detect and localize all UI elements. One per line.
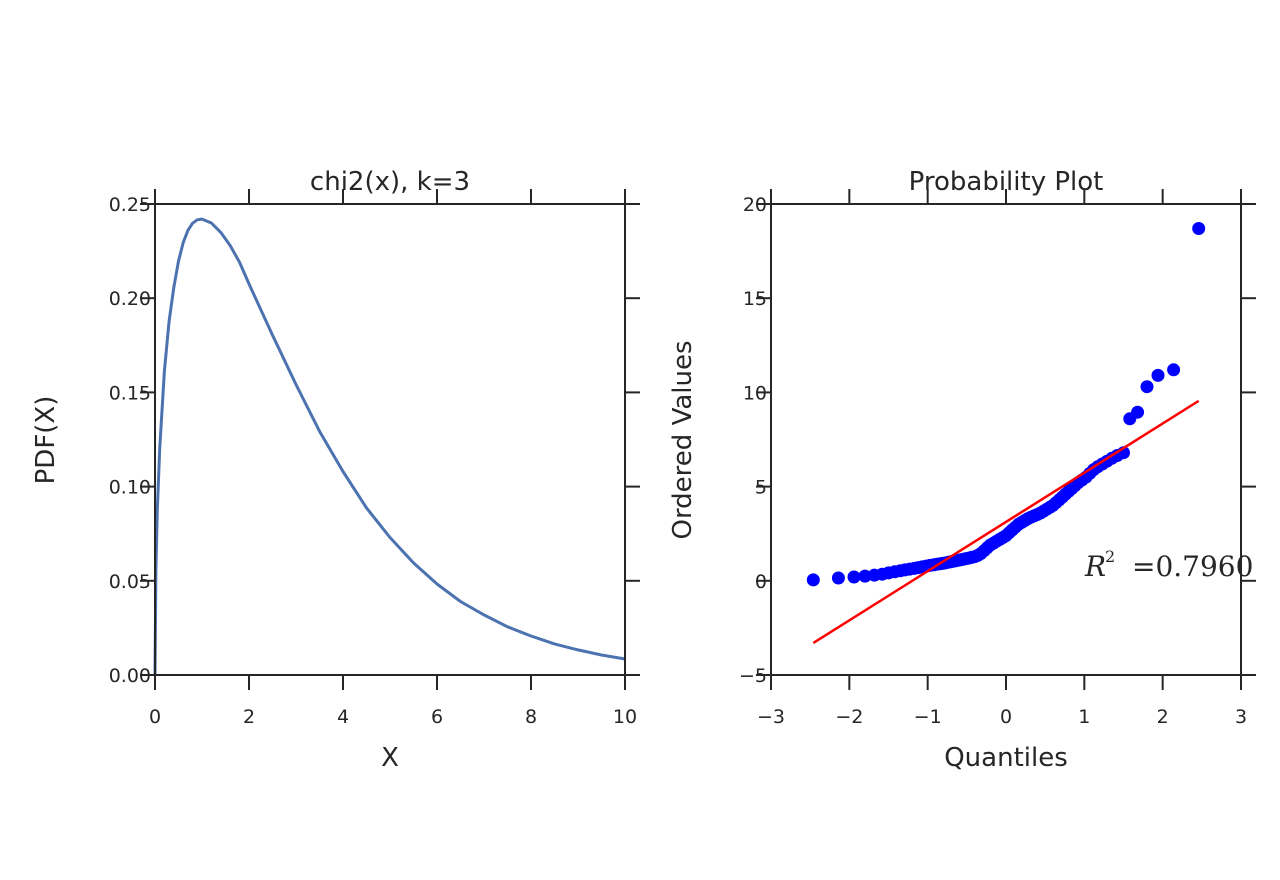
r-squared-value: =0.7960 bbox=[1132, 550, 1253, 583]
data-point bbox=[1140, 380, 1154, 394]
data-point bbox=[806, 573, 820, 587]
y-tick-label: 5 bbox=[755, 477, 767, 499]
plot-area bbox=[153, 217, 626, 676]
y-tick-label: 0.25 bbox=[109, 194, 151, 216]
y-tick-label: 0.05 bbox=[109, 571, 151, 593]
plot-area bbox=[806, 222, 1206, 645]
r-symbol: R bbox=[1084, 550, 1106, 583]
data-point bbox=[847, 570, 861, 584]
y-axis-label: Ordered Values bbox=[668, 340, 698, 539]
fit-line bbox=[812, 399, 1200, 645]
y-tick-label: 0.10 bbox=[109, 477, 151, 499]
x-tick-label: 10 bbox=[613, 706, 637, 728]
plot-frame bbox=[154, 203, 626, 676]
y-tick-label: −5 bbox=[739, 665, 767, 687]
pdf-line bbox=[153, 217, 626, 676]
data-point bbox=[1192, 222, 1206, 235]
y-tick-label: 0.00 bbox=[109, 665, 151, 687]
x-tick-label: 0 bbox=[149, 706, 161, 728]
data-point bbox=[1167, 363, 1181, 377]
r-superscript: 2 bbox=[1105, 547, 1115, 566]
x-tick-label: −1 bbox=[914, 706, 942, 728]
y-tick-label: 20 bbox=[743, 194, 767, 216]
y-tick-label: 0 bbox=[755, 571, 767, 593]
x-tick-label: 6 bbox=[431, 706, 443, 728]
x-axis-label: X bbox=[381, 743, 399, 773]
x-tick-label: −3 bbox=[757, 706, 785, 728]
x-tick-label: 2 bbox=[243, 706, 255, 728]
y-axis-ticks: 0.00 0.05 0.10 0.15 0.20 0.25 bbox=[109, 194, 640, 687]
y-tick-label: 15 bbox=[743, 288, 767, 310]
plot-frame bbox=[770, 203, 1242, 676]
y-axis-ticks: −5 0 5 10 15 20 bbox=[739, 194, 1256, 687]
data-point bbox=[1151, 368, 1165, 382]
x-tick-label: 2 bbox=[1157, 706, 1169, 728]
x-tick-label: 4 bbox=[337, 706, 349, 728]
x-axis-label: Quantiles bbox=[944, 743, 1068, 773]
x-axis-ticks: 0 2 4 6 8 10 bbox=[149, 189, 637, 728]
x-tick-label: −2 bbox=[835, 706, 863, 728]
data-point bbox=[1131, 405, 1145, 419]
x-tick-label: 8 bbox=[525, 706, 537, 728]
r-squared-annotation: R 2 =0.7960 bbox=[1084, 547, 1253, 583]
chi2-pdf-chart: chi2(x), k=3 0 2 4 6 8 10 0.00 0.05 0.10 0.15 0.2… bbox=[31, 167, 640, 773]
y-tick-label: 0.15 bbox=[109, 382, 151, 404]
x-tick-label: 0 bbox=[1000, 706, 1012, 728]
data-point bbox=[858, 569, 872, 583]
y-tick-label: 10 bbox=[743, 382, 767, 404]
data-point bbox=[831, 571, 845, 585]
x-axis-ticks: −3 −2 −1 0 1 2 3 bbox=[757, 189, 1247, 728]
y-tick-label: 0.20 bbox=[109, 288, 151, 310]
y-axis-label: PDF(X) bbox=[31, 396, 61, 485]
x-tick-label: 1 bbox=[1078, 706, 1090, 728]
chart-title: chi2(x), k=3 bbox=[310, 167, 470, 197]
x-tick-label: 3 bbox=[1235, 706, 1247, 728]
